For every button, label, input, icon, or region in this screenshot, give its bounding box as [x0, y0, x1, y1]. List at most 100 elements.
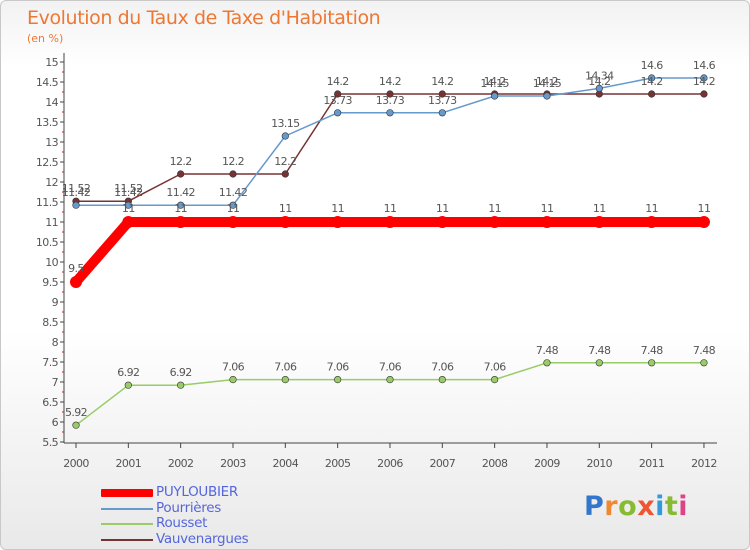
logo-letter: t: [664, 491, 679, 522]
data-label: 11: [279, 202, 292, 215]
data-point: [70, 276, 82, 288]
data-point: [226, 216, 239, 228]
data-label: 14.6: [693, 59, 716, 72]
x-tick-label: 2012: [691, 457, 717, 470]
x-tick-label: 2001: [116, 457, 142, 470]
data-point: [438, 90, 446, 98]
data-label: 11.52: [62, 182, 91, 195]
data-point: [697, 216, 710, 228]
data-point: [177, 381, 185, 389]
data-label: 14.2: [484, 75, 506, 88]
y-tick-label: 14.5: [36, 76, 59, 89]
data-label: 14.2: [379, 75, 401, 88]
data-label: 14.6: [641, 59, 664, 72]
legend-swatch-puyloubier: [101, 489, 153, 497]
y-tick-label: 6.5: [42, 396, 58, 409]
y-tick-label: 6: [52, 416, 59, 429]
x-tick-label: 2008: [482, 457, 508, 470]
data-point: [386, 376, 394, 384]
data-point: [229, 376, 237, 384]
data-label: 11: [331, 202, 344, 215]
data-point: [122, 216, 135, 228]
y-tick-label: 7.5: [42, 356, 58, 369]
data-point: [177, 170, 185, 178]
data-label: 11.42: [62, 186, 91, 199]
data-point: [648, 90, 656, 98]
data-label: 7.06: [327, 361, 350, 374]
data-point: [593, 216, 606, 228]
data-point: [281, 170, 289, 178]
data-label: 12.2: [222, 155, 244, 168]
y-tick-label: 12.5: [36, 156, 59, 169]
data-point: [595, 84, 603, 92]
logo-letter: x: [637, 491, 656, 522]
x-tick-label: 2004: [273, 457, 299, 470]
data-label: 14.2: [588, 75, 610, 88]
data-point: [700, 90, 708, 98]
legend-swatch-vauvenargues: [101, 538, 153, 541]
data-point: [124, 201, 132, 209]
data-label: 6.92: [117, 366, 139, 379]
y-tick-label: 11.5: [36, 196, 59, 209]
y-tick-label: 13: [45, 136, 58, 149]
data-label: 11: [488, 202, 501, 215]
data-point: [491, 92, 499, 100]
x-tick-label: 2003: [220, 457, 246, 470]
data-label: 14.15: [480, 77, 509, 90]
data-point: [595, 359, 603, 367]
x-tick-label: 2009: [534, 457, 560, 470]
data-label: 7.48: [641, 344, 664, 357]
data-point: [229, 170, 237, 178]
data-point: [174, 216, 187, 228]
data-label: 7.48: [536, 344, 559, 357]
logo-letter: i: [655, 491, 665, 522]
series-line-puyloubier: [71, 217, 709, 287]
data-point: [700, 74, 708, 82]
data-point: [700, 359, 708, 367]
y-tick-label: 12: [45, 176, 58, 189]
x-tick-label: 2011: [639, 457, 665, 470]
data-label: 14.2: [327, 75, 349, 88]
data-label: 11.42: [219, 186, 248, 199]
data-label: 11: [384, 202, 397, 215]
data-label: 13.73: [323, 94, 352, 107]
legend-label-puyloubier: PUYLOUBIER: [156, 484, 238, 500]
x-tick-label: 2005: [325, 457, 351, 470]
data-point: [436, 216, 449, 228]
data-label: 11.42: [114, 186, 143, 199]
logo-letter: o: [618, 491, 638, 522]
data-label: 11.52: [114, 182, 143, 195]
logo-letter: i: [678, 491, 689, 522]
data-point: [645, 216, 658, 228]
logo-letter: P: [584, 491, 605, 522]
x-tick-label: 2000: [63, 457, 89, 470]
y-tick-label: 10.5: [36, 236, 59, 249]
data-point: [72, 201, 80, 209]
data-label: 7.06: [379, 361, 402, 374]
data-label: 12.2: [170, 155, 192, 168]
data-point: [488, 216, 501, 228]
y-tick-label: 10: [45, 256, 58, 269]
y-tick-label: 8: [52, 336, 59, 349]
data-point: [648, 359, 656, 367]
legend-label-pourrieres: Pourrières: [156, 499, 221, 516]
data-label: 11: [698, 202, 711, 215]
data-point: [334, 376, 342, 384]
data-point: [229, 201, 237, 209]
data-label: 14.34: [585, 69, 614, 82]
logo-letter: r: [604, 491, 619, 522]
y-tick-label: 9.5: [42, 276, 58, 289]
data-label: 13.15: [271, 117, 300, 130]
y-tick-label: 13.5: [36, 116, 59, 129]
legend-label-rousset: Rousset: [156, 515, 208, 531]
x-tick-label: 2006: [377, 457, 403, 470]
data-label: 14.2: [641, 75, 663, 88]
legend-swatch-rousset: [101, 523, 153, 525]
data-point: [281, 376, 289, 384]
data-label: 11: [541, 202, 554, 215]
data-label: 7.06: [431, 361, 454, 374]
data-label: 6.92: [170, 366, 192, 379]
data-point: [438, 376, 446, 384]
data-label: 14.2: [693, 75, 715, 88]
data-label: 14.2: [536, 75, 558, 88]
